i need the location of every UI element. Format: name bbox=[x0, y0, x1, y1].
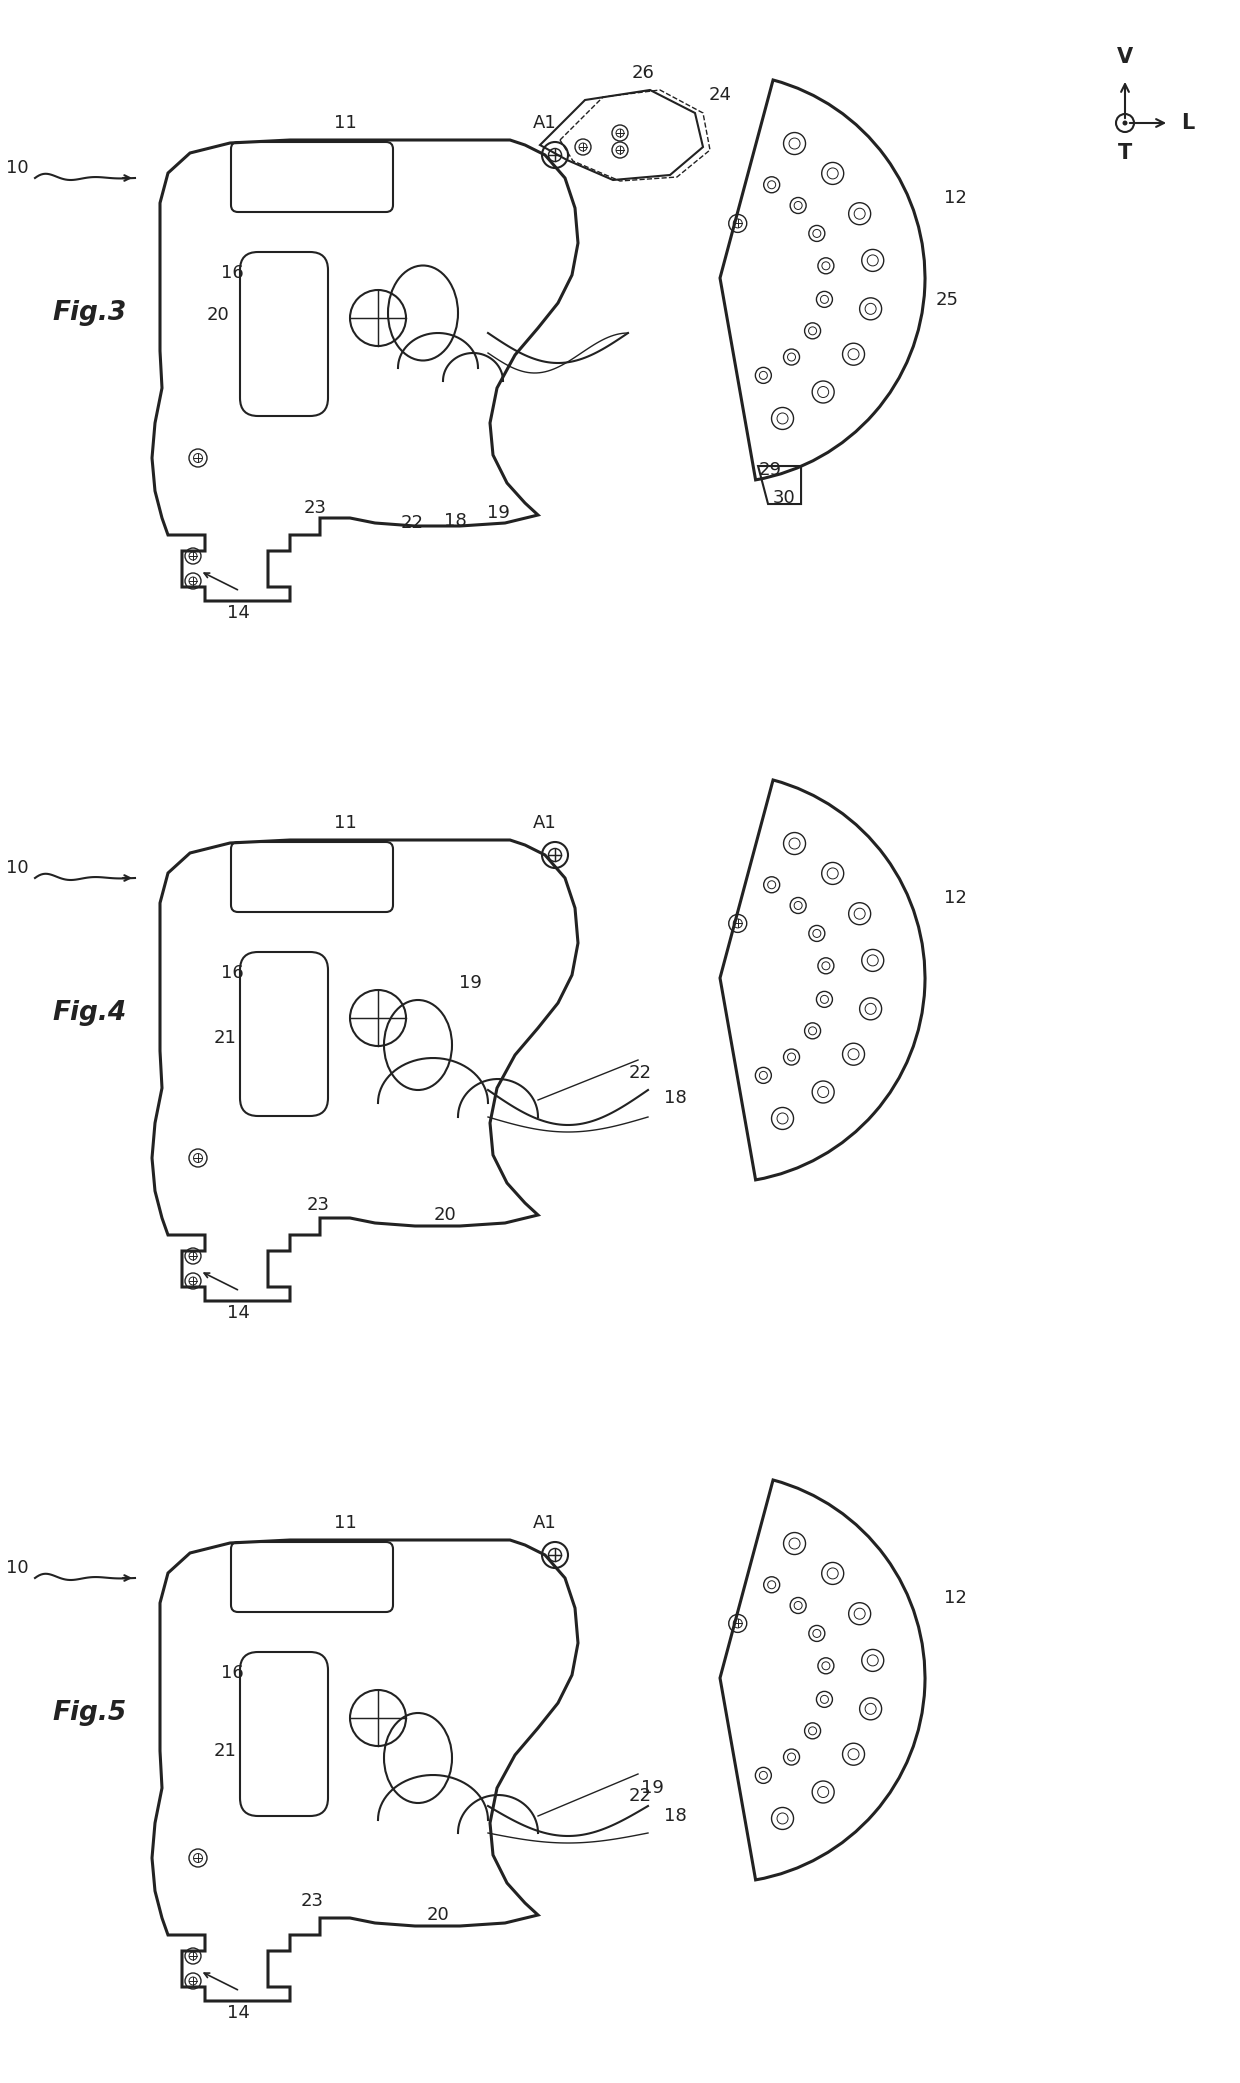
Text: T: T bbox=[1118, 144, 1132, 162]
Text: 10: 10 bbox=[6, 1558, 29, 1577]
Text: 30: 30 bbox=[773, 490, 795, 506]
Text: 14: 14 bbox=[227, 604, 249, 623]
Circle shape bbox=[1122, 121, 1127, 125]
Text: Fig.3: Fig.3 bbox=[52, 300, 126, 327]
Text: 21: 21 bbox=[213, 1029, 237, 1048]
Text: 18: 18 bbox=[663, 1806, 687, 1825]
Text: 20: 20 bbox=[207, 306, 229, 325]
Text: Fig.5: Fig.5 bbox=[52, 1700, 126, 1727]
Text: 22: 22 bbox=[629, 1787, 651, 1806]
Text: 12: 12 bbox=[944, 190, 966, 206]
Text: 24: 24 bbox=[708, 85, 732, 104]
Text: 14: 14 bbox=[227, 1304, 249, 1323]
Text: 16: 16 bbox=[221, 1664, 243, 1681]
Text: 11: 11 bbox=[334, 814, 356, 831]
Text: 19: 19 bbox=[641, 1779, 663, 1798]
Text: 16: 16 bbox=[221, 964, 243, 981]
Text: 23: 23 bbox=[304, 500, 326, 517]
Text: A1: A1 bbox=[533, 814, 557, 831]
Text: 10: 10 bbox=[6, 858, 29, 877]
Text: 18: 18 bbox=[444, 512, 466, 529]
Text: 14: 14 bbox=[227, 2004, 249, 2023]
Text: 11: 11 bbox=[334, 1514, 356, 1531]
Text: 10: 10 bbox=[6, 158, 29, 177]
Text: 29: 29 bbox=[759, 460, 782, 479]
Text: 12: 12 bbox=[944, 1589, 966, 1606]
Text: 23: 23 bbox=[306, 1196, 330, 1214]
Text: Fig.4: Fig.4 bbox=[52, 1000, 126, 1027]
Text: 23: 23 bbox=[300, 1891, 324, 1910]
Text: 25: 25 bbox=[935, 292, 959, 308]
Text: 18: 18 bbox=[663, 1089, 687, 1106]
Text: A1: A1 bbox=[533, 115, 557, 131]
Text: 11: 11 bbox=[334, 115, 356, 131]
Text: A1: A1 bbox=[533, 1514, 557, 1531]
Text: 16: 16 bbox=[221, 265, 243, 281]
Text: V: V bbox=[1117, 48, 1133, 67]
Circle shape bbox=[1116, 115, 1135, 131]
Text: 21: 21 bbox=[213, 1741, 237, 1760]
Text: 22: 22 bbox=[629, 1064, 651, 1081]
Text: 12: 12 bbox=[944, 889, 966, 906]
Text: 26: 26 bbox=[631, 65, 655, 81]
Text: 22: 22 bbox=[401, 515, 424, 531]
Text: L: L bbox=[1180, 112, 1194, 133]
Text: 19: 19 bbox=[459, 975, 481, 992]
Text: 20: 20 bbox=[427, 1906, 449, 1925]
Text: 20: 20 bbox=[434, 1206, 456, 1225]
Text: 19: 19 bbox=[486, 504, 510, 523]
